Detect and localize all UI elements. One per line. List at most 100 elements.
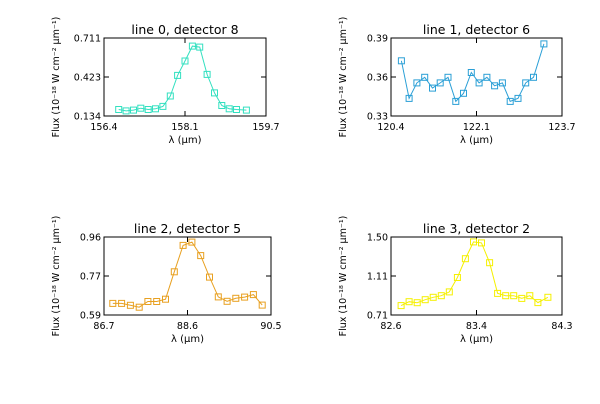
data-point <box>397 57 405 65</box>
data-point <box>405 94 413 102</box>
data-point <box>530 73 537 81</box>
data-point <box>135 303 143 311</box>
data-point <box>514 94 522 102</box>
data-point <box>445 288 453 296</box>
data-point <box>170 268 178 276</box>
data-point <box>491 82 499 90</box>
data-point <box>460 89 467 97</box>
data-point <box>233 106 240 113</box>
y-tick-label: 0.711 <box>74 34 101 45</box>
data-point <box>494 289 502 297</box>
data-point <box>483 73 491 81</box>
data-point <box>179 241 187 249</box>
panel-2: line 2, detector 5 86.7 88.6 90.5 0.59 0.77 0.… <box>51 216 282 345</box>
data-point <box>126 301 134 309</box>
data-point <box>137 104 145 112</box>
data-point <box>453 274 461 281</box>
panel-1: line 1, detector 6 120.4 122.1 123.7 0.33 0.3… <box>338 17 576 146</box>
data-point <box>115 106 123 113</box>
data-point <box>478 239 485 247</box>
data-point <box>470 238 477 246</box>
data-point <box>153 298 161 305</box>
x-tick-label: 120.4 <box>377 122 404 133</box>
x-axis-label: λ (μm) <box>171 334 204 345</box>
data-point <box>122 107 130 115</box>
x-tick-label: 122.1 <box>463 122 490 133</box>
data-point <box>218 102 226 109</box>
x-tick-label: 83.4 <box>466 321 487 332</box>
data-point <box>223 297 231 305</box>
data-point <box>109 299 117 307</box>
x-tick-label: 82.6 <box>380 321 401 332</box>
data-point <box>498 79 506 87</box>
plot-title: line 0, detector 8 <box>131 22 238 37</box>
y-tick-label: 0.71 <box>367 311 388 322</box>
data-point <box>405 298 413 306</box>
data-point <box>518 294 526 302</box>
data-point <box>152 105 159 113</box>
x-tick-label: 156.4 <box>90 122 117 133</box>
y-axis-label: Flux (10⁻¹⁸ W cm⁻² μm⁻¹) <box>51 216 62 337</box>
x-axis-label: λ (μm) <box>460 334 493 345</box>
data-point <box>206 273 213 281</box>
series-line <box>118 45 247 112</box>
data-point <box>162 295 169 303</box>
data-point <box>197 252 205 260</box>
data-point <box>225 105 233 113</box>
data-point <box>159 102 167 110</box>
y-tick-label: 0.77 <box>80 272 101 283</box>
y-tick-label: 0.39 <box>367 34 388 45</box>
data-point <box>421 296 429 304</box>
plot-title: line 2, detector 5 <box>134 221 241 236</box>
data-point <box>242 106 250 114</box>
data-point <box>429 84 436 92</box>
data-point <box>502 292 510 300</box>
y-tick-label: 0.36 <box>367 73 388 84</box>
y-tick-label: 0.423 <box>74 73 101 84</box>
series-line <box>400 241 549 307</box>
y-axis-label: Flux (10⁻¹⁸ W cm⁻² μm⁻¹) <box>51 17 62 138</box>
data-point <box>249 291 257 299</box>
data-point <box>413 79 421 87</box>
data-point <box>166 92 174 100</box>
data-point <box>526 292 534 300</box>
data-point <box>203 70 211 78</box>
data-point <box>188 238 196 246</box>
x-tick-label: 86.7 <box>93 321 114 332</box>
data-point <box>188 42 196 50</box>
data-point <box>544 293 552 301</box>
y-tick-label: 0.59 <box>80 311 101 322</box>
y-axis-label: Flux (10⁻¹⁸ W cm⁻² μm⁻¹) <box>338 216 349 337</box>
x-tick-label: 158.1 <box>171 122 198 133</box>
x-tick-label: 84.3 <box>551 321 572 332</box>
data-point <box>214 293 222 301</box>
data-point <box>196 43 204 51</box>
data-point <box>181 57 189 65</box>
data-point <box>467 69 475 76</box>
y-tick-label: 1.50 <box>367 233 388 244</box>
data-point <box>144 298 152 305</box>
x-axis-label: λ (μm) <box>460 135 493 146</box>
y-tick-label: 0.134 <box>74 112 101 123</box>
plot-title: line 3, detector 2 <box>423 221 530 236</box>
data-point <box>421 73 429 81</box>
x-tick-label: 123.7 <box>548 122 575 133</box>
data-point <box>241 293 249 301</box>
data-point <box>232 294 240 302</box>
series-line <box>112 241 263 308</box>
panel-3: line 3, detector 2 82.6 83.4 84.3 0.71 1.11 1.… <box>338 216 573 345</box>
data-point <box>444 73 452 81</box>
y-tick-label: 0.33 <box>367 112 388 123</box>
data-point <box>258 301 266 309</box>
data-point <box>130 106 137 114</box>
data-point <box>118 299 126 307</box>
data-point <box>534 299 542 307</box>
data-point <box>413 299 421 307</box>
data-point <box>174 71 182 79</box>
x-tick-label: 90.5 <box>260 321 281 332</box>
plot-frame <box>103 236 272 316</box>
data-point <box>397 302 405 310</box>
data-point <box>522 79 530 87</box>
